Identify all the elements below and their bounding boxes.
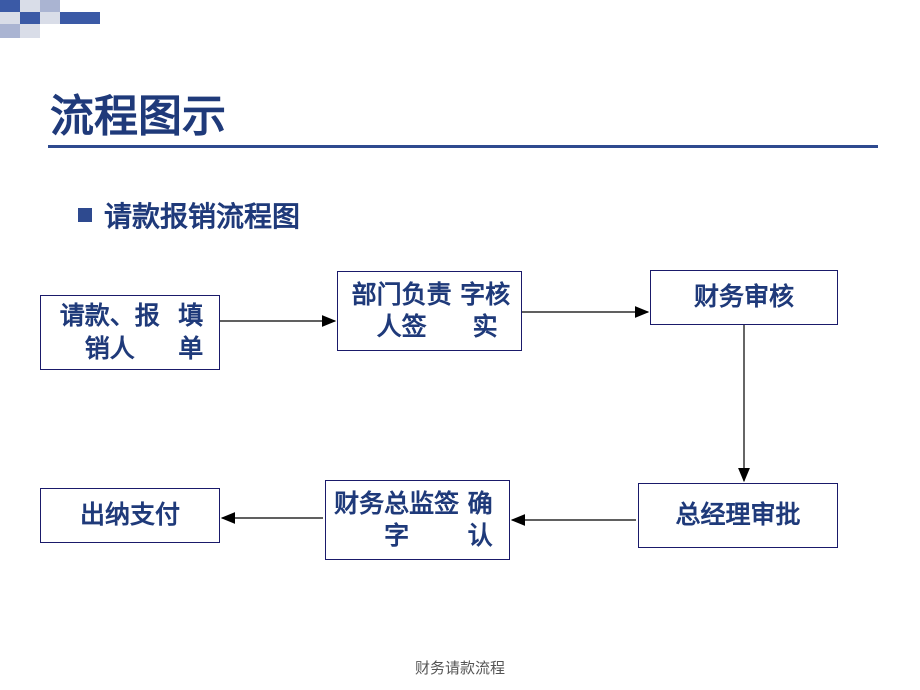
- flow-node-n4: 总经理审批: [638, 483, 838, 548]
- flow-node-n6: 出纳支付: [40, 488, 220, 543]
- deco-block: [20, 0, 40, 12]
- deco-block: [60, 12, 100, 24]
- flow-node-n3: 财务审核: [650, 270, 838, 325]
- deco-block: [20, 24, 40, 38]
- bullet-icon: [78, 208, 92, 222]
- deco-block: [0, 0, 20, 12]
- deco-block: [40, 12, 60, 24]
- flow-node-n5: 财务总监签字确认: [325, 480, 510, 560]
- deco-block: [20, 12, 40, 24]
- deco-block: [0, 24, 20, 38]
- slide-subtitle: 请款报销流程图: [78, 195, 300, 235]
- flow-node-n1: 请款、报销人填单: [40, 295, 220, 370]
- subtitle-text: 请款报销流程图: [104, 195, 300, 235]
- corner-decoration: [0, 0, 130, 40]
- deco-block: [40, 0, 60, 12]
- deco-block: [0, 12, 20, 24]
- slide-footer: 财务请款流程: [0, 657, 920, 678]
- title-underline: [48, 145, 878, 148]
- flow-node-n2: 部门负责人签字核实: [337, 271, 522, 351]
- slide-title: 流程图示: [50, 80, 226, 144]
